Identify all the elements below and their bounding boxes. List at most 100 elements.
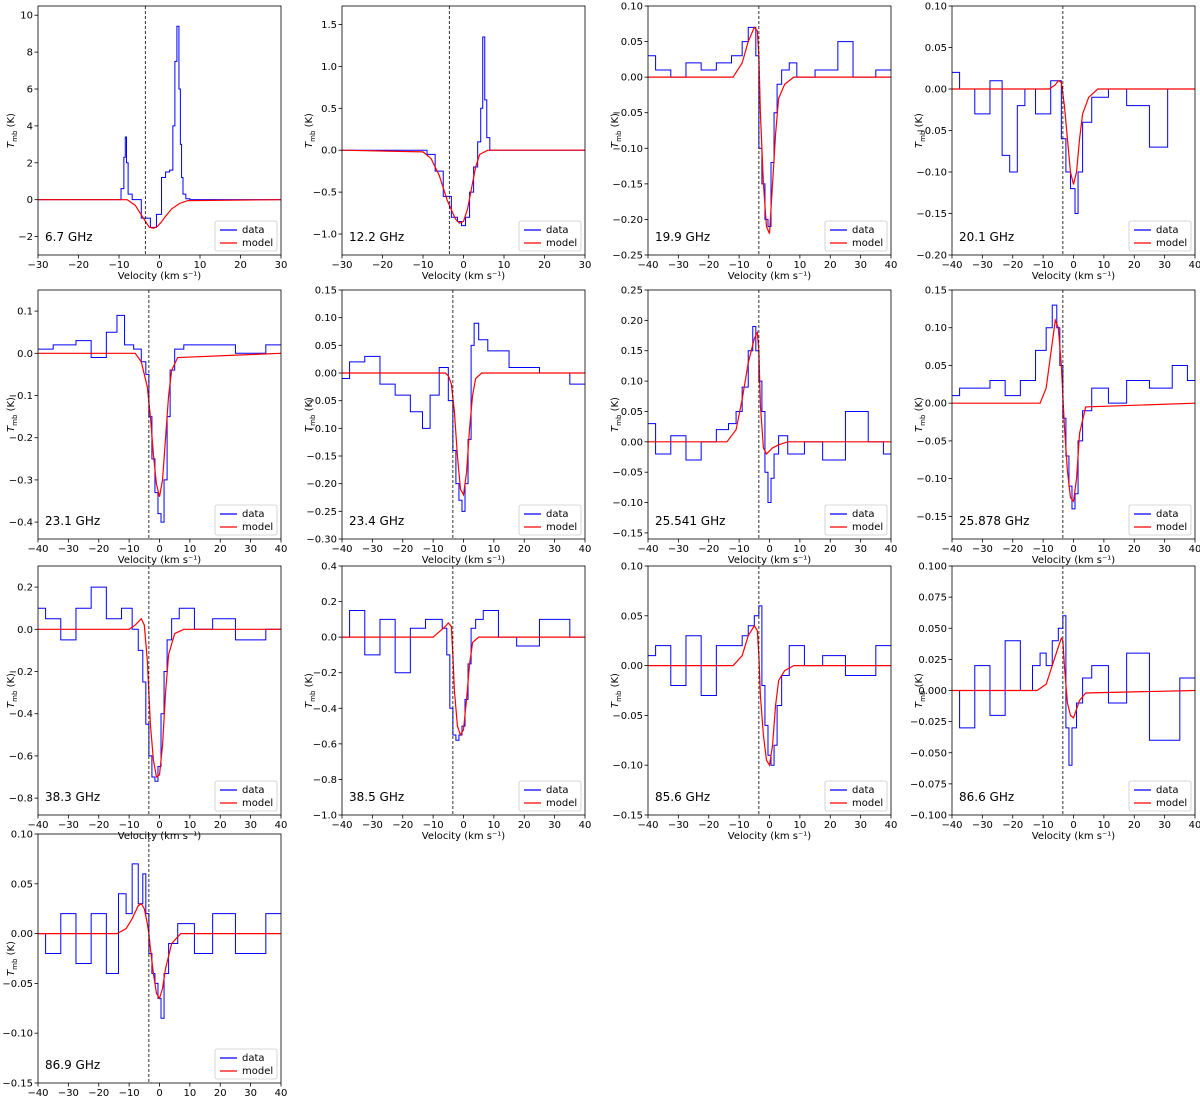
x-tick-label: 20 <box>518 544 531 555</box>
y-tick-label: −0.15 <box>612 179 643 190</box>
y-tick-label: 0.0 <box>321 146 337 157</box>
y-tick-label: −0.15 <box>306 452 337 463</box>
y-tick-label: 0.5 <box>321 104 337 115</box>
x-tick-label: 20 <box>824 544 837 555</box>
legend-data-label: data <box>242 785 265 796</box>
x-tick-label: 0 <box>156 260 162 271</box>
y-tick-label: −0.050 <box>910 748 947 759</box>
model-series-line <box>648 26 891 234</box>
plot-frame <box>37 833 282 1084</box>
x-tick-label: 10 <box>794 820 807 831</box>
x-tick-label: 0 <box>460 544 466 555</box>
plot-frame <box>37 289 282 540</box>
plot-frame <box>647 565 892 816</box>
y-axis-label: Tmb (K) <box>610 673 623 708</box>
x-axis-label: Velocity (km s⁻¹) <box>1032 271 1116 282</box>
data-series-line <box>342 609 585 741</box>
x-tick-label: 10 <box>1098 820 1111 831</box>
x-tick-label: −30 <box>362 820 383 831</box>
x-tick-label: 40 <box>275 544 288 555</box>
y-tick-label: 1.5 <box>321 20 337 31</box>
x-tick-label: −20 <box>1002 820 1023 831</box>
x-tick-label: −20 <box>392 544 413 555</box>
y-tick-label: 0.000 <box>918 686 947 697</box>
legend-model-label: model <box>546 798 577 809</box>
x-tick-label: −10 <box>729 820 750 831</box>
x-tick-label: −10 <box>1033 260 1054 271</box>
data-series-line <box>648 605 891 766</box>
y-tick-label: −0.5 <box>313 188 337 199</box>
y-tick-label: −0.6 <box>9 751 33 762</box>
y-tick-label: −0.25 <box>306 507 337 518</box>
y-tick-label: 0.10 <box>925 2 947 13</box>
y-tick-label: −0.05 <box>306 396 337 407</box>
data-series-line <box>38 586 281 782</box>
y-tick-label: −0.8 <box>9 794 33 805</box>
x-tick-label: 10 <box>794 260 807 271</box>
y-tick-label: −0.100 <box>910 811 947 822</box>
y-tick-label: 10 <box>20 11 33 22</box>
y-tick-label: 0.0 <box>17 349 33 360</box>
legend-model-label: model <box>546 522 577 533</box>
x-tick-label: 30 <box>854 544 867 555</box>
spectrum-panel: −40 −30 −20 −10 0 10 20 30 40 −0.30 −0.25 −0.20 −0.1… <box>304 286 591 567</box>
y-axis-label: Tmb (K) <box>6 673 19 708</box>
y-tick-label: 0.20 <box>621 316 643 327</box>
frequency-label: 86.9 GHz <box>45 1058 100 1072</box>
x-tick-label: 10 <box>184 820 197 831</box>
model-series-line <box>342 149 585 224</box>
y-axis-label: Tmb (K) <box>6 113 19 148</box>
x-tick-label: −30 <box>58 1088 79 1096</box>
y-tick-label: 0.0 <box>321 633 337 644</box>
y-tick-label: −0.4 <box>313 704 337 715</box>
y-tick-label: −0.10 <box>916 474 947 485</box>
x-tick-label: 20 <box>214 820 227 831</box>
x-tick-label: −40 <box>941 260 962 271</box>
x-tick-label: −10 <box>1033 544 1054 555</box>
x-tick-label: −10 <box>423 820 444 831</box>
x-tick-label: −20 <box>68 260 89 271</box>
x-tick-label: 10 <box>194 260 207 271</box>
y-tick-label: −2 <box>18 232 33 243</box>
x-tick-label: 30 <box>579 260 592 271</box>
spectrum-panel: −40 −30 −20 −10 0 10 20 30 40 −0.20 −0.15 −0.10 −0.0… <box>914 2 1200 283</box>
y-tick-label: 0.05 <box>315 341 337 352</box>
x-tick-label: −40 <box>637 544 658 555</box>
x-axis-label: Velocity (km s⁻¹) <box>1032 555 1116 566</box>
y-tick-label: 0.00 <box>621 437 643 448</box>
x-tick-label: 20 <box>1128 820 1141 831</box>
data-series-line <box>38 25 281 228</box>
y-tick-label: 0.15 <box>315 286 337 297</box>
x-tick-label: 30 <box>1158 544 1171 555</box>
y-tick-label: −0.15 <box>612 528 643 539</box>
x-tick-label: 30 <box>244 820 257 831</box>
x-tick-label: −30 <box>668 820 689 831</box>
y-tick-label: −0.15 <box>2 1079 33 1090</box>
y-tick-label: 0.10 <box>11 830 33 841</box>
y-tick-label: −0.20 <box>306 479 337 490</box>
x-tick-label: 40 <box>579 544 592 555</box>
model-series-line <box>648 624 891 767</box>
x-tick-label: 20 <box>824 260 837 271</box>
plot-frame <box>341 5 586 256</box>
x-tick-label: 10 <box>1098 544 1111 555</box>
y-tick-label: −0.05 <box>916 436 947 447</box>
x-axis-label: Velocity (km s⁻¹) <box>728 831 812 842</box>
y-axis-label: Tmb (K) <box>304 673 317 708</box>
y-tick-label: 0.00 <box>621 661 643 672</box>
data-series-line <box>342 36 585 227</box>
data-series-line <box>38 314 281 523</box>
x-tick-label: 40 <box>885 260 898 271</box>
legend-model-label: model <box>852 522 883 533</box>
y-tick-label: 0.15 <box>925 286 947 297</box>
spectrum-panel: −40 −30 −20 −10 0 10 20 30 40 −0.25 −0.20 −0.15 −0.1… <box>610 2 897 283</box>
x-axis-label: Velocity (km s⁻¹) <box>422 831 506 842</box>
plot-frame <box>647 289 892 540</box>
x-tick-label: 40 <box>579 820 592 831</box>
y-tick-label: 0.25 <box>621 286 643 297</box>
y-tick-label: 0.050 <box>918 624 947 635</box>
x-tick-label: 20 <box>538 260 551 271</box>
x-tick-label: −30 <box>58 544 79 555</box>
y-tick-label: 0.1 <box>17 307 33 318</box>
